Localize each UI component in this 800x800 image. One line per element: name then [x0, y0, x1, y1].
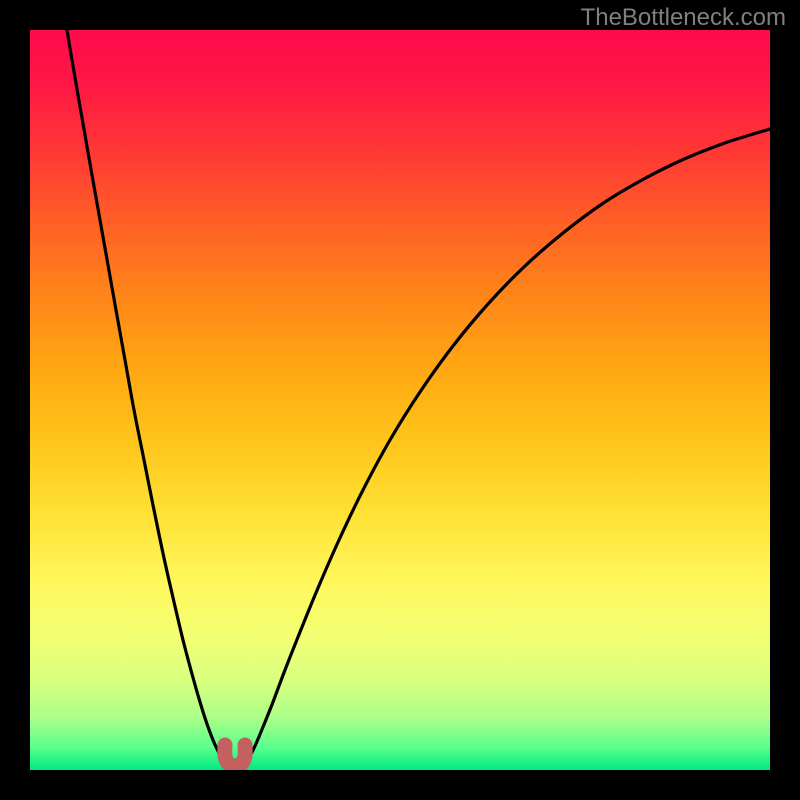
watermark-text: TheBottleneck.com: [581, 4, 786, 32]
gradient-background: [30, 30, 770, 770]
plot-area: [30, 30, 770, 770]
plot-svg: [30, 30, 770, 770]
